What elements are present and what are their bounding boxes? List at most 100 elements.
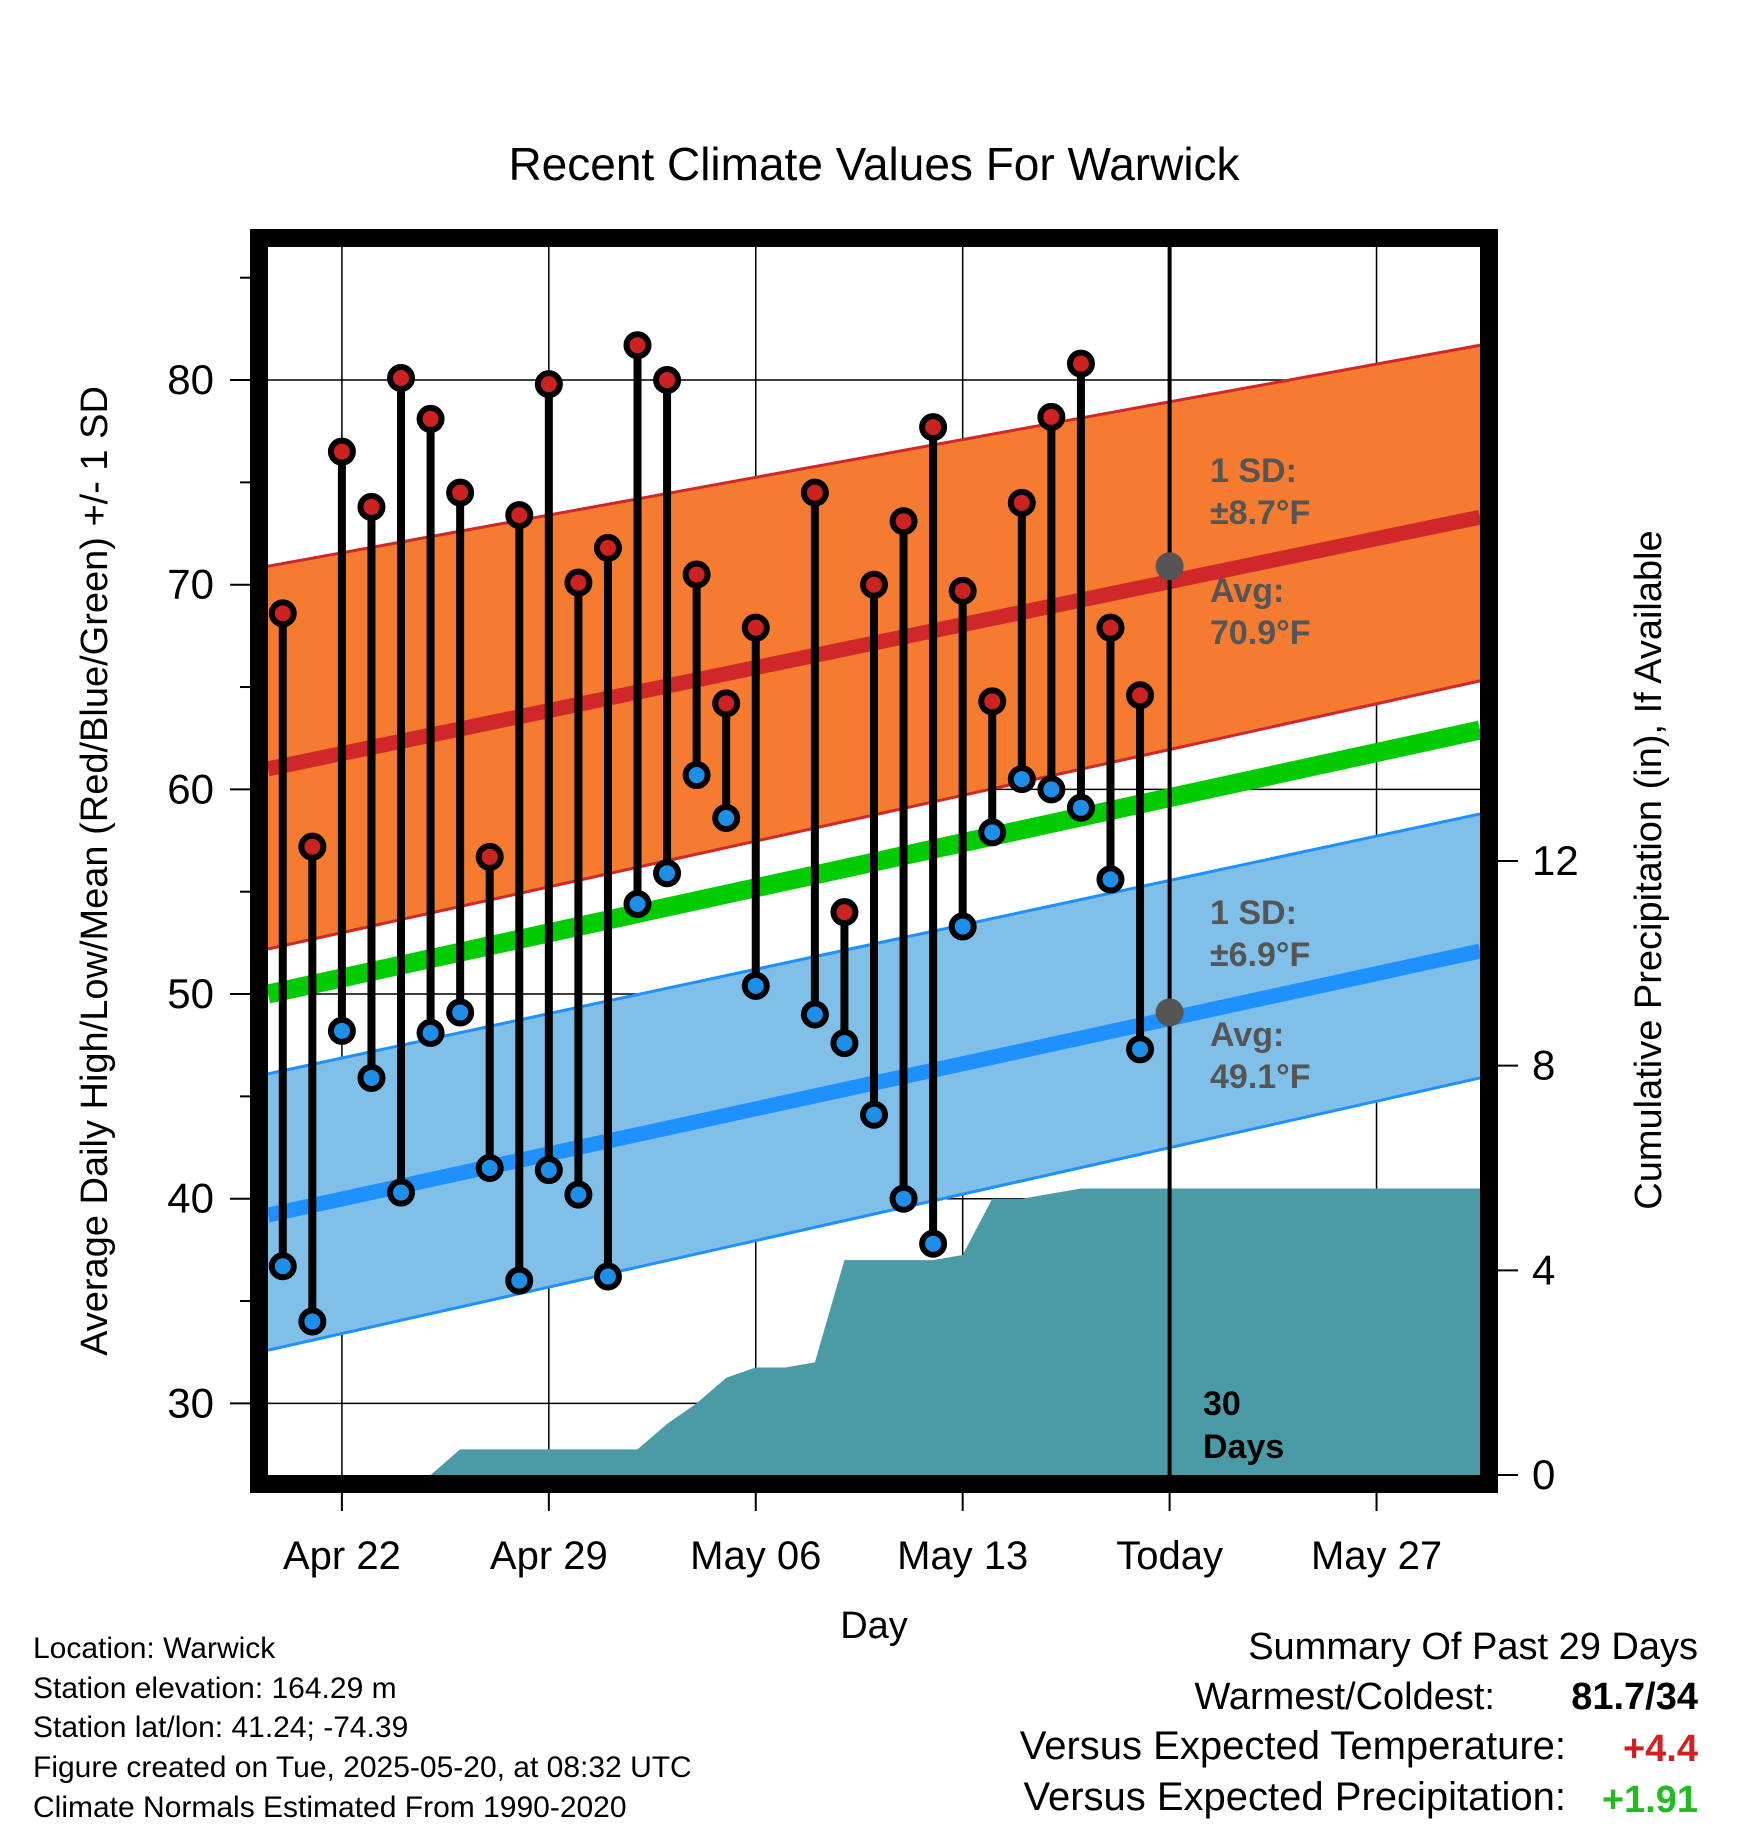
observed-day <box>860 570 888 1129</box>
observed-day <box>653 366 682 888</box>
observed-day <box>1126 681 1155 1064</box>
axis-ticks: 30 40 50 60 70 80 0 4 8 12 Apr 22 Apr 29 May 06 May 1… <box>167 276 1579 1578</box>
observed-day <box>446 478 475 1027</box>
low-temp-point <box>505 1266 534 1295</box>
observed-day <box>919 413 948 1258</box>
low-avg-value: 49.1°F <box>1210 1058 1311 1096</box>
y-left-tick-label: 70 <box>167 561 214 608</box>
high-temp-point <box>860 570 888 599</box>
low-temp-point <box>1007 765 1036 794</box>
high-temp-point <box>298 832 327 861</box>
y-axis-label-left: Average Daily High/Low/Mean (Red/Blue/Gr… <box>74 386 116 1356</box>
observed-day <box>357 492 386 1092</box>
high-temp-point <box>416 404 445 433</box>
today-low-avg-marker <box>1155 998 1184 1027</box>
low-temp-point <box>416 1018 445 1047</box>
precipitation-fill <box>268 1188 1480 1475</box>
observed-day <box>1066 349 1095 822</box>
today-high-avg-marker <box>1155 552 1184 581</box>
observed-day <box>298 832 327 1336</box>
observed-day <box>268 599 297 1281</box>
high-temp-point <box>741 613 770 642</box>
high-temp-point <box>682 560 711 589</box>
x-tick-label: Apr 29 <box>490 1534 608 1578</box>
plot-frame <box>250 229 1498 1493</box>
observed-day <box>623 331 652 918</box>
chart-title: Recent Climate Values For Warwick <box>508 138 1240 190</box>
summary-warmest-value: 81.7/34 <box>1571 1676 1698 1718</box>
observed-day <box>741 613 770 1000</box>
y-right-tick-label: 12 <box>1532 837 1579 884</box>
high-temp-point <box>446 478 475 507</box>
low-temp-point <box>1126 1035 1155 1064</box>
high-temp-point <box>978 687 1007 716</box>
footer-location: Location: Warwick <box>33 1632 276 1665</box>
plot-border <box>250 229 1498 1493</box>
low-temp-point <box>268 1252 297 1281</box>
footer-latlon: Station lat/lon: 41.24; -74.39 <box>33 1711 408 1744</box>
low-temp-point <box>327 1016 356 1045</box>
low-temp-point <box>978 818 1007 847</box>
high-temp-point <box>387 363 416 392</box>
observed-day <box>475 842 504 1182</box>
today-line <box>1155 247 1184 1475</box>
high-temp-point <box>948 576 977 605</box>
y-left-tick-label: 80 <box>167 356 214 403</box>
high-temp-point <box>712 689 741 718</box>
high-temp-point <box>1007 488 1036 517</box>
observed-day <box>387 363 416 1207</box>
normal-low-band-lower-edge <box>267 1076 1481 1352</box>
high-temp-point <box>475 842 504 871</box>
y-left-tick-label: 30 <box>167 1379 214 1426</box>
footer-created: Figure created on Tue, 2025-05-20, at 08… <box>33 1751 692 1784</box>
low-temp-point <box>534 1156 563 1185</box>
summary-temp-label: Versus Expected Temperature: <box>1020 1724 1566 1768</box>
observed-day <box>712 689 741 833</box>
low-temp-point <box>357 1063 386 1092</box>
x-tick-label: May 06 <box>690 1534 821 1578</box>
normal-annotations: 1 SD: ±8.7°F Avg: 70.9°F 1 SD: ±6.9°F Av… <box>1203 452 1311 1466</box>
high-temp-point <box>564 568 593 597</box>
high-temp-point <box>357 492 386 521</box>
high-temp-point <box>889 507 918 536</box>
high-temp-point <box>268 599 297 628</box>
x-axis-label: Day <box>840 1605 908 1647</box>
station-info: Location: Warwick Station elevation: 164… <box>33 1632 692 1824</box>
high-temp-point <box>1066 349 1095 378</box>
observed-day <box>416 404 445 1047</box>
window-number: 30 <box>1203 1385 1241 1423</box>
observed-day <box>682 560 711 790</box>
low-temp-point <box>387 1178 416 1207</box>
high-temp-point <box>919 413 948 442</box>
low-temp-point <box>298 1307 327 1336</box>
high-sd-label: 1 SD: <box>1210 452 1297 490</box>
low-temp-point <box>623 889 652 918</box>
low-temp-point <box>830 1029 859 1058</box>
observed-day <box>505 501 534 1295</box>
low-avg-label: Avg: <box>1210 1016 1284 1054</box>
high-temp-point <box>505 501 534 530</box>
y-right-tick-label: 0 <box>1532 1451 1555 1498</box>
y-axis-label-right: Cumulative Precipitation (in), If Availa… <box>1628 530 1670 1209</box>
low-temp-point <box>593 1262 622 1291</box>
high-temp-point <box>830 898 859 927</box>
low-temp-point <box>564 1180 593 1209</box>
summary-precip-value: +1.91 <box>1602 1779 1698 1821</box>
x-tick-label: Apr 22 <box>283 1534 401 1578</box>
observed-day <box>800 478 829 1029</box>
low-temp-point <box>741 971 770 1000</box>
observed-day <box>1007 488 1036 794</box>
low-temp-point <box>889 1184 918 1213</box>
low-temp-point <box>682 761 711 790</box>
observed-day <box>1037 402 1066 804</box>
y-left-tick-label: 60 <box>167 765 214 812</box>
footer-elevation: Station elevation: 164.29 m <box>33 1672 397 1705</box>
summary-warmest-label: Warmest/Coldest: <box>1194 1676 1495 1718</box>
low-temp-point <box>948 912 977 941</box>
low-sd-label: 1 SD: <box>1210 894 1297 932</box>
precipitation-area <box>268 1188 1480 1475</box>
high-temp-point <box>593 533 622 562</box>
high-temp-point <box>327 437 356 466</box>
low-temp-point <box>1096 865 1125 894</box>
